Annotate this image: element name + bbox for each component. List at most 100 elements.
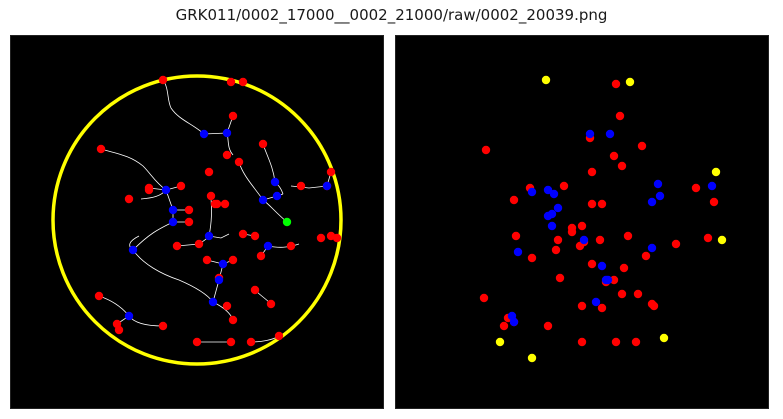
red-point — [703, 233, 713, 243]
red-point — [611, 79, 621, 89]
red-point — [238, 229, 248, 239]
red-point — [609, 151, 619, 161]
blue-point — [605, 129, 615, 139]
trace-line — [212, 259, 234, 303]
blue-point — [218, 259, 228, 269]
red-point — [326, 167, 336, 177]
blue-point — [549, 189, 559, 199]
red-point — [509, 195, 519, 205]
blue-point — [124, 311, 134, 321]
red-point — [124, 194, 134, 204]
blue-point — [270, 177, 280, 187]
red-point — [220, 199, 230, 209]
red-point — [94, 291, 104, 301]
red-point — [527, 253, 537, 263]
blue-point — [547, 221, 557, 231]
red-point — [617, 161, 627, 171]
red-point — [222, 301, 232, 311]
red-point — [671, 239, 681, 249]
trace-line — [262, 143, 284, 195]
red-point — [226, 337, 236, 347]
red-point — [691, 183, 701, 193]
red-point — [114, 325, 124, 335]
red-point — [575, 241, 585, 251]
yellow-point — [717, 235, 727, 245]
red-point — [543, 321, 553, 331]
red-point — [577, 337, 587, 347]
red-point — [499, 321, 509, 331]
blue-point — [272, 191, 282, 201]
blue-point — [513, 247, 523, 257]
blue-point — [647, 197, 657, 207]
red-point — [316, 233, 326, 243]
red-point — [709, 197, 719, 207]
red-point — [617, 289, 627, 299]
blue-point — [168, 217, 178, 227]
red-point — [210, 199, 220, 209]
red-point — [577, 221, 587, 231]
red-point — [633, 289, 643, 299]
red-point — [555, 273, 565, 283]
red-point — [192, 337, 202, 347]
red-point — [559, 181, 569, 191]
blue-point — [707, 181, 717, 191]
red-point — [202, 255, 212, 265]
red-point — [158, 321, 168, 331]
trace-line — [290, 185, 328, 189]
red-point — [222, 150, 232, 160]
blue-point — [199, 129, 209, 139]
trace-line — [132, 221, 174, 251]
red-point — [649, 301, 659, 311]
blue-point — [597, 261, 607, 271]
red-point — [184, 205, 194, 215]
blue-point — [168, 205, 178, 215]
red-point — [553, 235, 563, 245]
blue-point — [547, 209, 557, 219]
red-point — [274, 331, 284, 341]
red-point — [228, 315, 238, 325]
blue-point — [647, 243, 657, 253]
red-point — [595, 235, 605, 245]
red-point — [609, 275, 619, 285]
red-point — [176, 181, 186, 191]
red-point — [479, 293, 489, 303]
blue-point — [214, 275, 224, 285]
red-point — [296, 181, 306, 191]
blue-point — [128, 245, 138, 255]
blue-point — [161, 185, 171, 195]
red-point — [238, 77, 248, 87]
red-point — [258, 139, 268, 149]
red-point — [158, 75, 168, 85]
red-point — [597, 303, 607, 313]
trace-line — [132, 249, 214, 303]
red-point — [611, 337, 621, 347]
blue-point — [601, 275, 611, 285]
yellow-point — [541, 75, 551, 85]
boundary-circle — [51, 74, 343, 366]
blue-point — [258, 195, 268, 205]
right-image-panel — [395, 35, 769, 409]
red-point — [172, 241, 182, 251]
yellow-point — [495, 337, 505, 347]
red-point — [266, 299, 276, 309]
trace-line — [162, 79, 205, 135]
red-point — [96, 144, 106, 154]
red-point — [587, 167, 597, 177]
red-point — [567, 227, 577, 237]
red-point — [587, 259, 597, 269]
blue-point — [655, 191, 665, 201]
trace-line — [176, 235, 210, 247]
red-point — [228, 255, 238, 265]
red-point — [246, 337, 256, 347]
green-point — [282, 217, 292, 227]
blue-point — [204, 231, 214, 241]
red-point — [332, 233, 342, 243]
red-point — [250, 231, 260, 241]
blue-point — [591, 297, 601, 307]
red-point — [597, 199, 607, 209]
trace-line — [100, 148, 167, 191]
red-point — [619, 263, 629, 273]
red-point — [286, 241, 296, 251]
red-point — [184, 217, 194, 227]
right-panel-canvas — [479, 75, 727, 363]
